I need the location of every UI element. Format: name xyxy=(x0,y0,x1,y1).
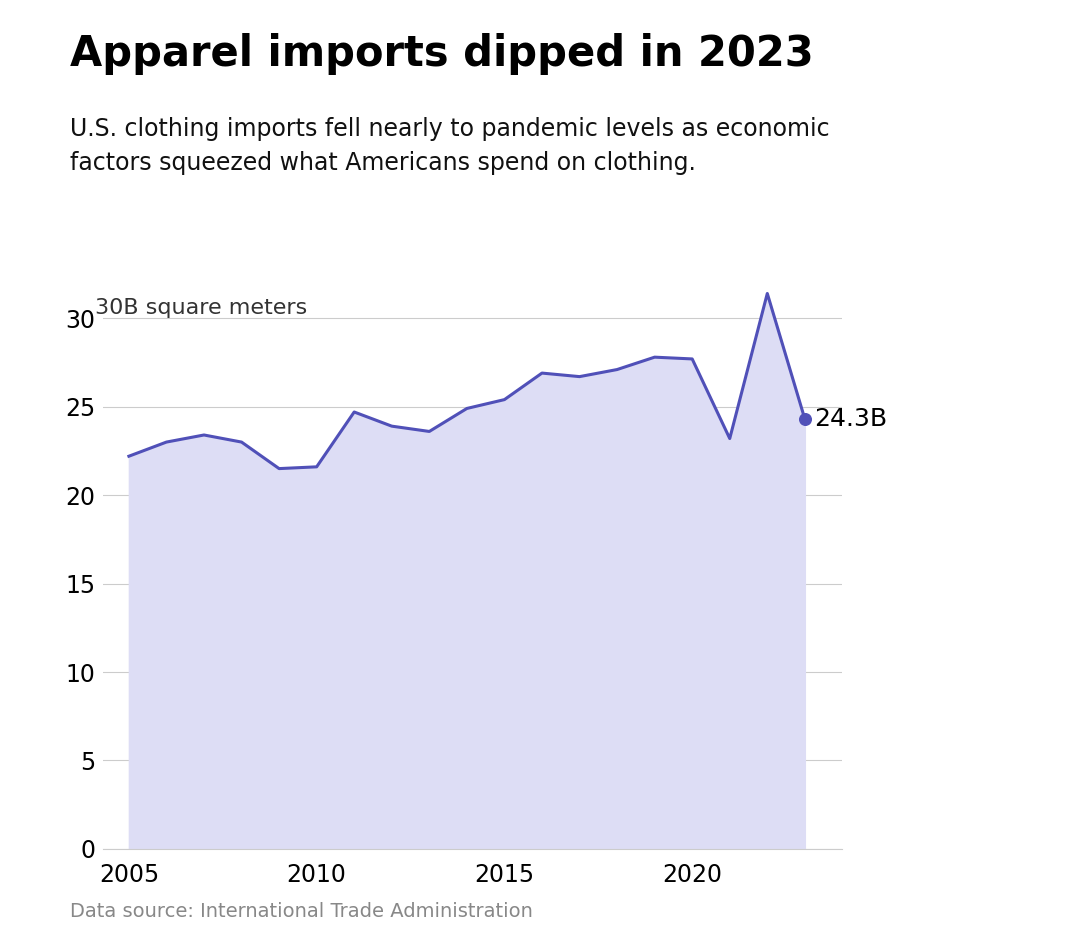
Text: 24.3B: 24.3B xyxy=(814,407,888,431)
Text: Apparel imports dipped in 2023: Apparel imports dipped in 2023 xyxy=(70,33,814,75)
Text: U.S. clothing imports fell nearly to pandemic levels as economic
factors squeeze: U.S. clothing imports fell nearly to pan… xyxy=(70,117,829,174)
Text: Data source: International Trade Administration: Data source: International Trade Adminis… xyxy=(70,902,534,921)
Text: 30B square meters: 30B square meters xyxy=(95,298,308,318)
Point xyxy=(796,412,813,427)
